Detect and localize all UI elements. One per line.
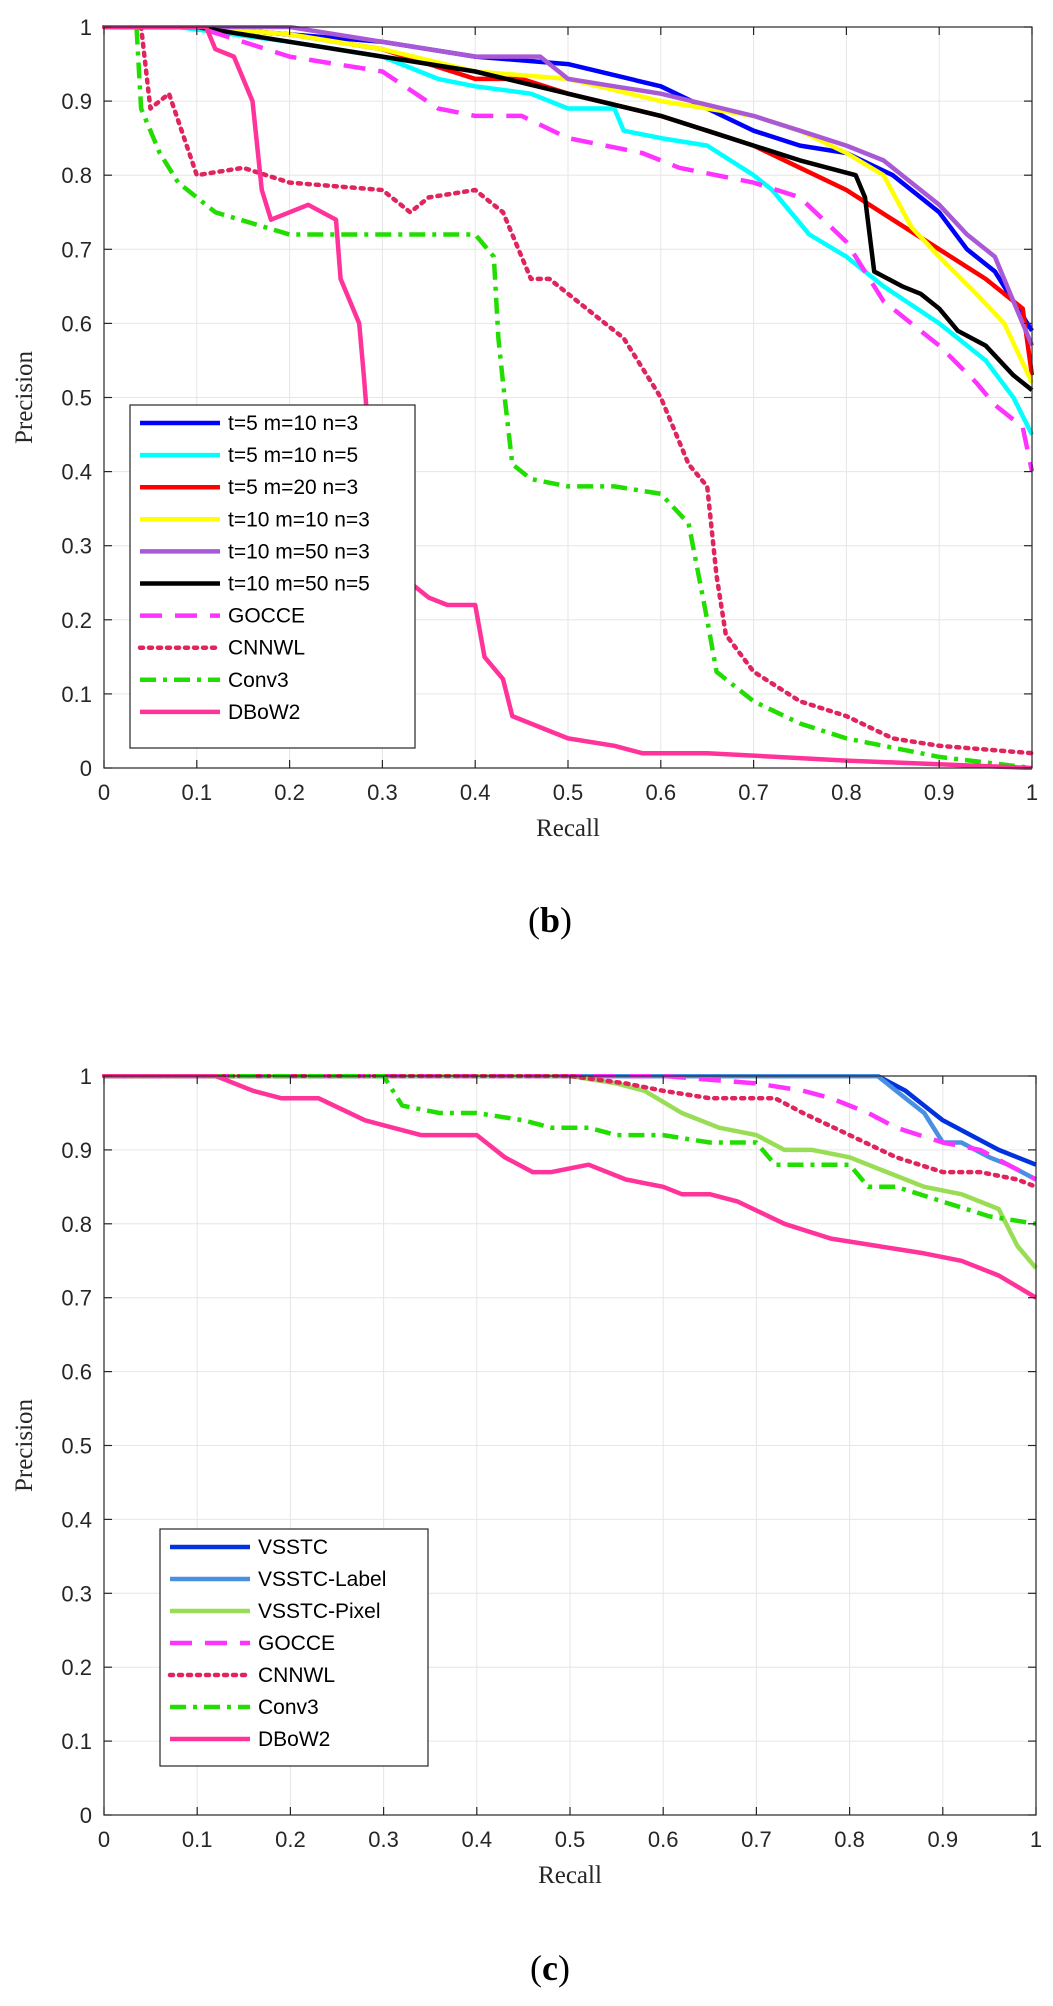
x-axis-title: Recall — [538, 1862, 602, 1889]
y-tick-label: 0 — [80, 1803, 92, 1828]
y-tick-label: 0.5 — [61, 386, 92, 411]
y-tick-label: 0.2 — [61, 608, 92, 633]
series-line-t-10-m-50-n-3 — [104, 25, 1034, 347]
x-tick-label: 0.5 — [553, 780, 584, 805]
legend-label: t=10 m=50 n=3 — [228, 540, 370, 563]
x-tick-label: 0.3 — [367, 780, 398, 805]
x-tick-label: 0.5 — [555, 1827, 586, 1852]
legend-label: DBoW2 — [228, 701, 300, 724]
caption-open-paren: ( — [528, 900, 540, 940]
x-tick-label: 0.3 — [368, 1827, 399, 1852]
legend-label: CNNWL — [228, 637, 305, 660]
series-group — [102, 1074, 1038, 1300]
legend-label: t=5 m=10 n=5 — [228, 444, 358, 467]
y-tick-label: 0.2 — [61, 1655, 92, 1680]
y-tick-label: 0.7 — [61, 1286, 92, 1311]
y-tick-label: 0.7 — [61, 237, 92, 262]
series-line-gocce — [104, 25, 1034, 473]
y-axis-title: Precision — [11, 1398, 38, 1492]
y-tick-label: 0.4 — [61, 460, 92, 485]
legend-label: t=10 m=10 n=3 — [228, 508, 370, 531]
y-tick-label: 0.9 — [61, 1138, 92, 1163]
x-tick-label: 0.2 — [275, 1827, 306, 1852]
caption-close-paren: ) — [558, 1948, 570, 1988]
legend-label: VSSTC-Label — [258, 1568, 386, 1591]
y-tick-label: 0.3 — [61, 1581, 92, 1606]
legend-label: GOCCE — [258, 1632, 335, 1655]
series-line-cnnwl — [102, 1074, 1038, 1190]
y-tick-label: 0 — [80, 756, 92, 781]
legend-label: VSSTC-Pixel — [258, 1600, 381, 1623]
caption-open-paren: ( — [530, 1948, 542, 1988]
legend-box — [129, 404, 416, 749]
series-line-vsstc-pixel — [104, 1074, 1038, 1270]
x-tick-label: 0 — [98, 1827, 110, 1852]
caption-letter: b — [540, 900, 560, 940]
series-line-cnnwl — [102, 25, 1034, 756]
legend-label: Conv3 — [258, 1696, 319, 1719]
y-tick-label: 0.5 — [61, 1434, 92, 1459]
legend-label: t=5 m=20 n=3 — [228, 476, 358, 499]
series-line-t-10-m-50-n-5 — [104, 25, 1034, 392]
series-line-conv3 — [104, 25, 1033, 770]
y-axis-title: Precision — [11, 350, 38, 444]
legend-label: VSSTC — [258, 1536, 328, 1559]
chart-panel-b: 0 0.1 0.2 0.3 0.4 0.5 0.6 0.7 0.8 0.9 1 0 0.1 0.2 0.3 0… — [11, 15, 1038, 940]
legend: t=5 m=10 n=3 t=5 m=10 n=5 t=5 m=20 n=3 t=10… — [129, 404, 416, 749]
y-tick-label: 0.6 — [61, 1360, 92, 1385]
x-tick-label: 0.4 — [462, 1827, 493, 1852]
x-axis-title: Recall — [536, 815, 600, 842]
legend-label: GOCCE — [228, 605, 305, 628]
x-tick-label: 0.9 — [924, 780, 955, 805]
legend-box — [159, 1528, 429, 1767]
series-line-t-5-m-10-n-5 — [104, 25, 1034, 436]
legend: VSSTC VSSTC-Label VSSTC-Pixel GOCCE CNNWL Con… — [159, 1528, 429, 1767]
x-tick-label: 0 — [98, 780, 110, 805]
chart-panel-c: 0 0.1 0.2 0.3 0.4 0.5 0.6 0.7 0.8 0.9 1 0 0.1 0.2 0.3 0… — [11, 1064, 1042, 1988]
legend-label: t=10 m=50 n=5 — [228, 573, 370, 596]
caption-letter: c — [542, 1948, 558, 1988]
x-tick-label: 0.1 — [182, 1827, 213, 1852]
x-tick-label: 0.1 — [182, 780, 213, 805]
x-tick-label: 0.8 — [831, 780, 862, 805]
legend-label: CNNWL — [258, 1664, 335, 1687]
x-tick-label: 1 — [1026, 780, 1038, 805]
x-tick-label: 0.4 — [460, 780, 491, 805]
x-tick-label: 0.2 — [274, 780, 305, 805]
x-tick-label: 0.7 — [741, 1827, 772, 1852]
y-tick-label: 1 — [80, 15, 92, 40]
y-tick-label: 0.6 — [61, 311, 92, 336]
x-tick-label: 0.6 — [648, 1827, 679, 1852]
legend-label: DBoW2 — [258, 1728, 330, 1751]
series-line-conv3 — [104, 1074, 1037, 1227]
y-tick-label: 0.4 — [61, 1507, 92, 1532]
x-tick-label: 0.8 — [834, 1827, 865, 1852]
y-tick-label: 0.1 — [61, 682, 92, 707]
x-tick-label: 0.6 — [646, 780, 677, 805]
x-tick-label: 1 — [1030, 1827, 1042, 1852]
panel-caption: (c) — [530, 1948, 570, 1988]
x-tick-label: 0.7 — [738, 780, 769, 805]
y-tick-label: 1 — [80, 1064, 92, 1089]
y-tick-label: 0.1 — [61, 1729, 92, 1754]
y-tick-label: 0.9 — [61, 89, 92, 114]
caption-close-paren: ) — [560, 900, 572, 940]
x-tick-label: 0.9 — [928, 1827, 959, 1852]
panel-caption: (b) — [528, 900, 572, 940]
y-tick-label: 0.3 — [61, 534, 92, 559]
y-tick-label: 0.8 — [61, 163, 92, 188]
legend-label: Conv3 — [228, 669, 289, 692]
legend-label: t=5 m=10 n=3 — [228, 412, 358, 435]
series-line-dbow2 — [104, 1074, 1038, 1300]
y-tick-label: 0.8 — [61, 1212, 92, 1237]
